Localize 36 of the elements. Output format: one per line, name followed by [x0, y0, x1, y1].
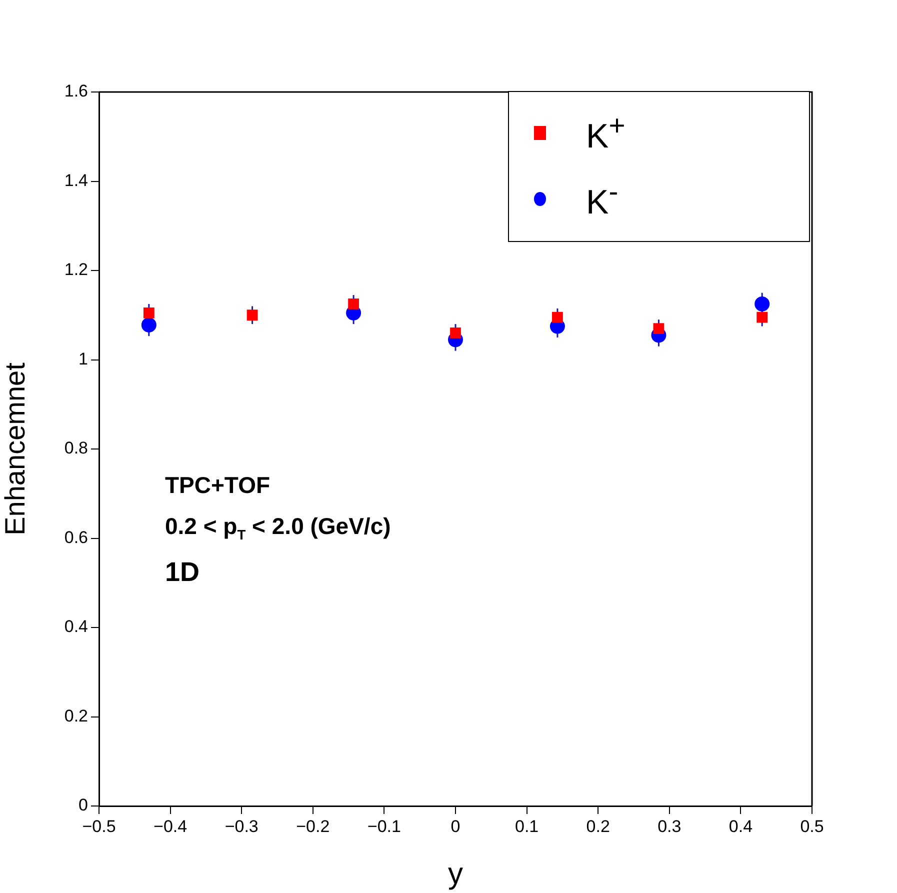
x-tick-label: −0.4 [154, 816, 188, 836]
y-tick-label: 0.2 [64, 706, 88, 726]
y-tick-label: 0.6 [64, 528, 88, 547]
x-tick-label: 0 [450, 816, 460, 836]
point [141, 317, 156, 332]
x-tick-label: −0.1 [367, 816, 401, 836]
legend-label: K$^{-}$ [586, 176, 618, 222]
y-axis-title: Enhancemnet [0, 362, 31, 536]
point [143, 307, 154, 318]
y-tick-label: 1.2 [64, 260, 88, 280]
x-tick-label: 0.4 [728, 816, 753, 836]
point [450, 328, 461, 338]
x-tick-label: 0.5 [800, 816, 824, 836]
x-tick-label: −0.5 [82, 816, 116, 836]
x-tick-label: 0.3 [658, 816, 682, 836]
point [754, 296, 770, 312]
x-tick-label: 0.1 [514, 816, 539, 836]
legend-label: K$^{+}$ [586, 110, 626, 156]
x-axis-title: y [448, 857, 463, 890]
point [552, 312, 563, 323]
annotation: 0.2 < p$_{T}$ < 2.0 (GeV/c) [165, 513, 391, 543]
point [653, 323, 664, 334]
x-tick-label: 0.2 [586, 816, 610, 836]
y-tick-label: 1 [78, 349, 88, 368]
y-tick-label: 0.8 [64, 438, 88, 458]
x-tick-label: −0.2 [296, 816, 330, 836]
y-tick-label: 0.4 [64, 617, 88, 636]
y-tick-label: 1.4 [64, 170, 88, 190]
y-tick-label: 1.6 [64, 82, 88, 101]
point [756, 312, 768, 323]
y-tick-label: 0 [78, 796, 88, 815]
point [246, 310, 258, 321]
x-tick-label: −0.3 [224, 816, 258, 836]
point [348, 298, 359, 310]
annotation: 1D [165, 556, 201, 588]
annotation: TPC+TOF [165, 472, 272, 499]
